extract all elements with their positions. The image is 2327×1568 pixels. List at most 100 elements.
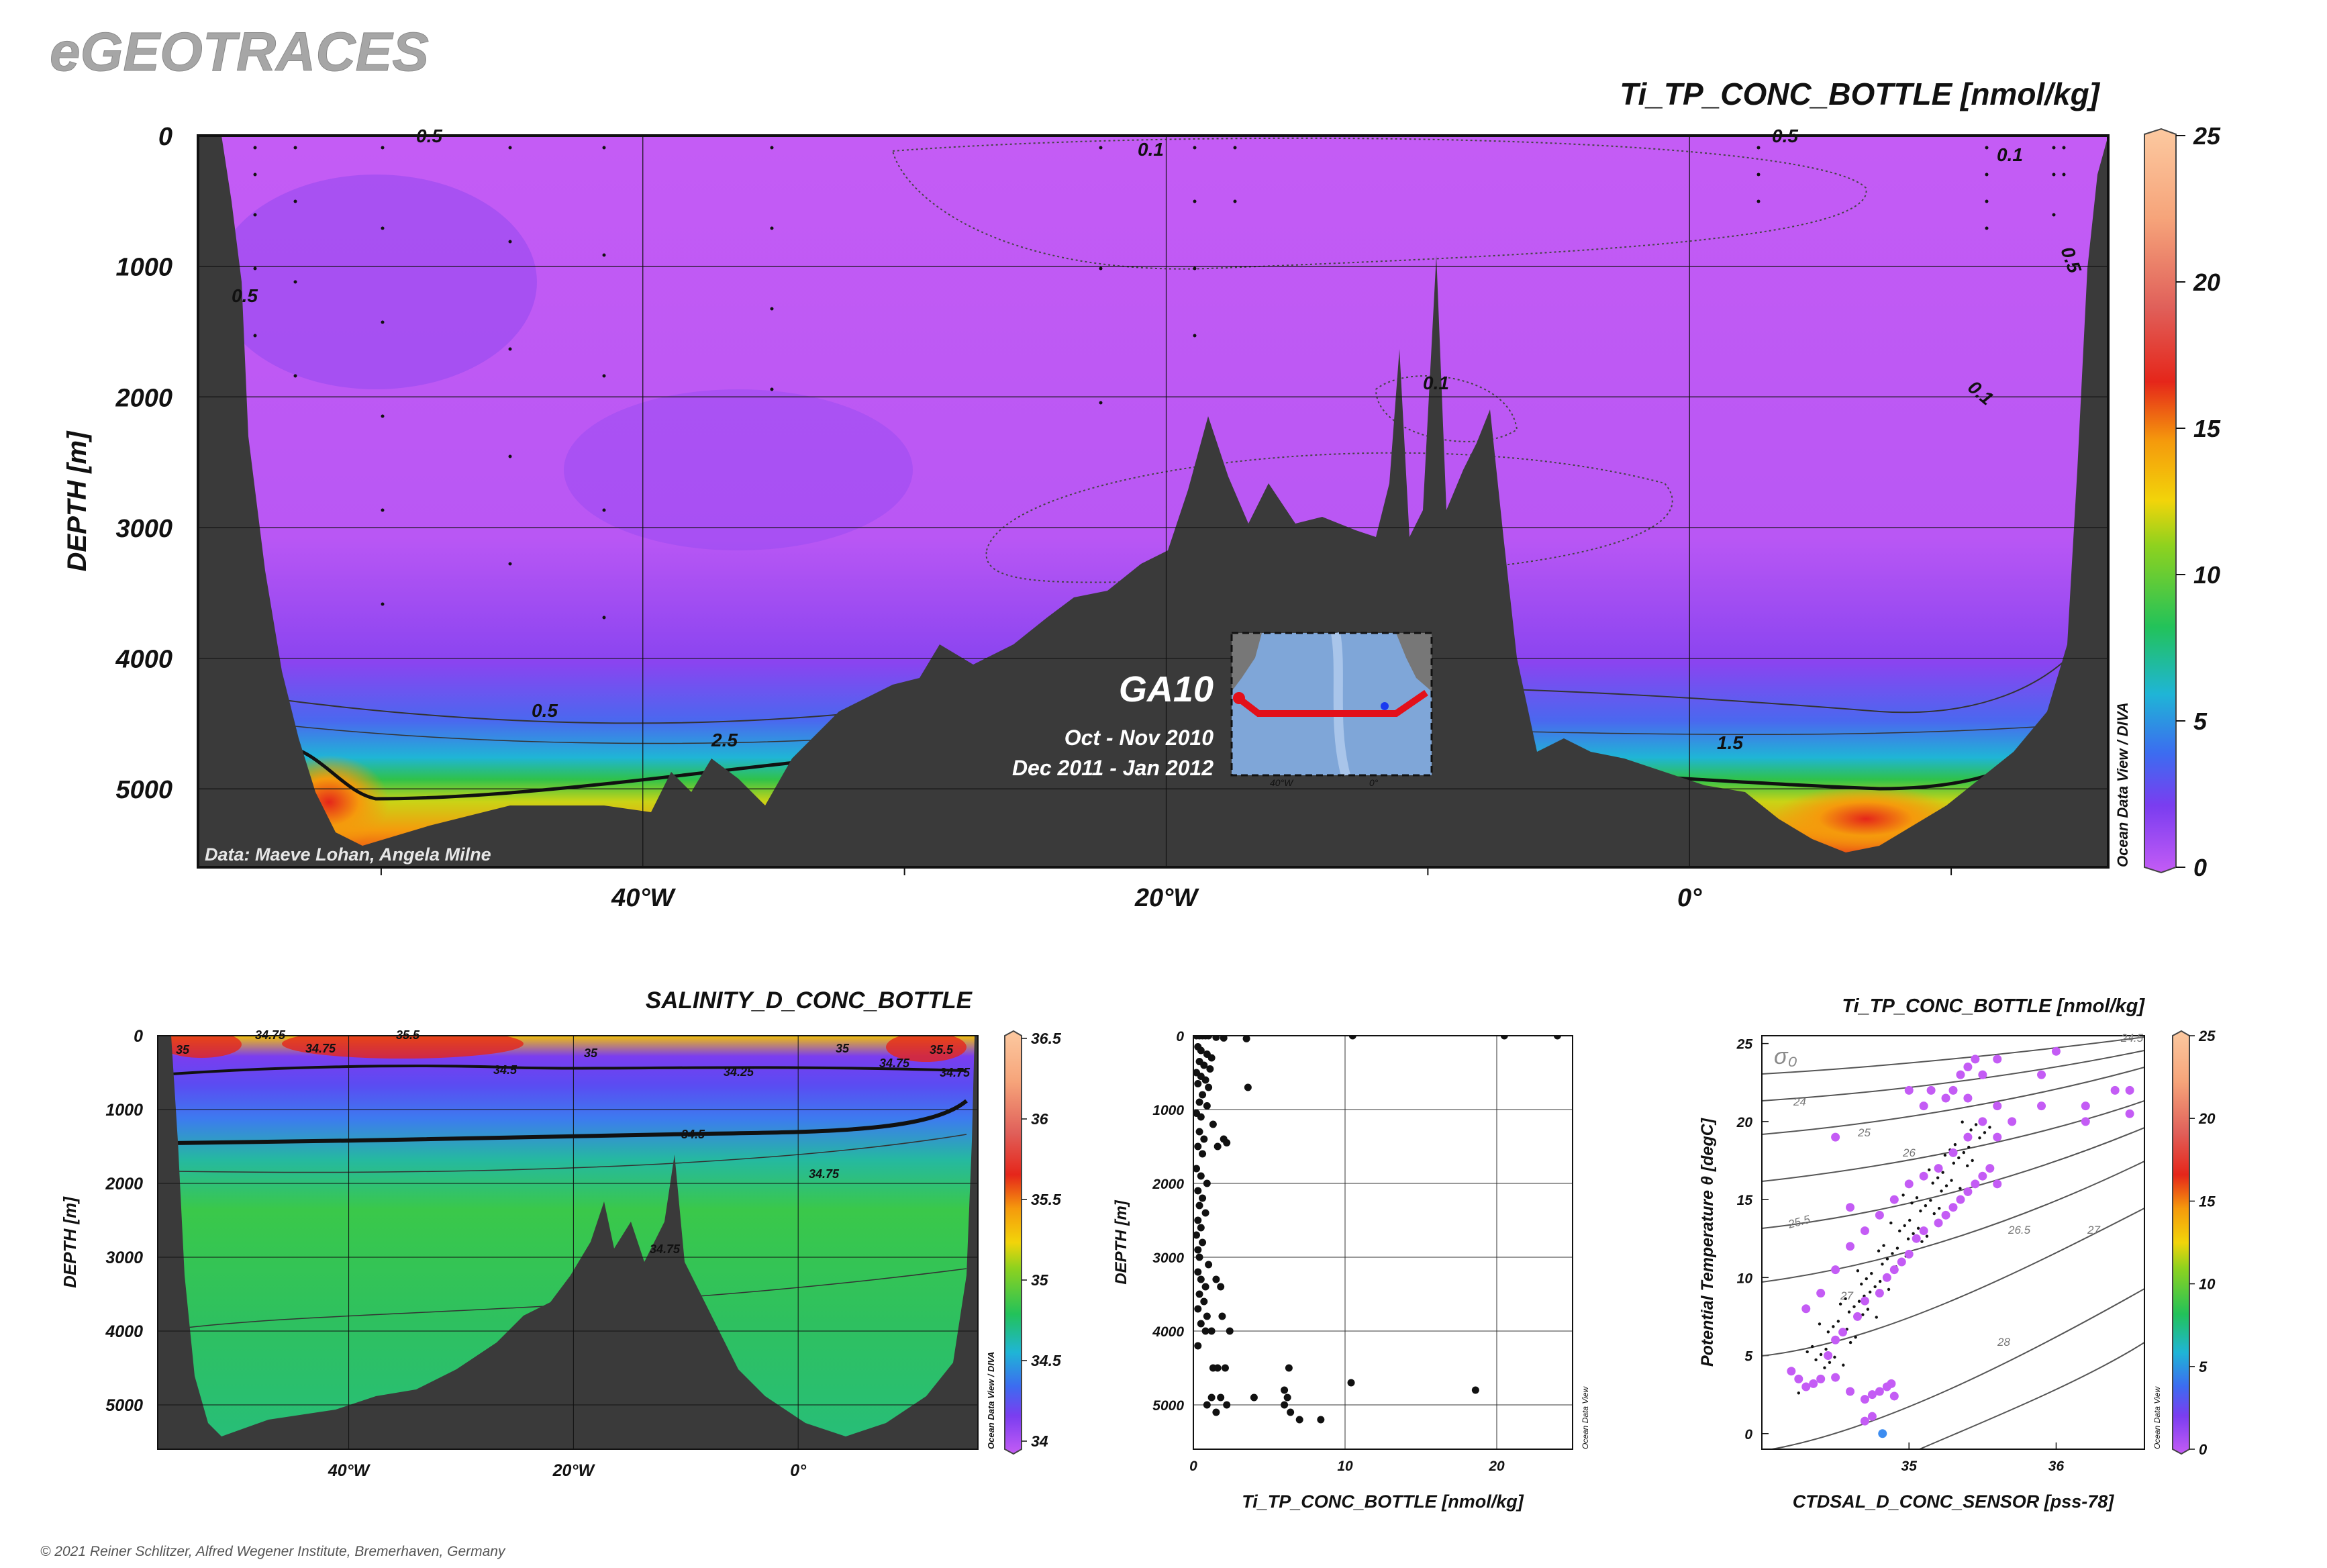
ts-background-point <box>1875 1316 1878 1319</box>
ts-point <box>1794 1374 1803 1383</box>
contour-label: 35 <box>584 1046 598 1060</box>
profile-point <box>1348 1036 1356 1040</box>
salinity-contour-35 <box>170 1065 967 1075</box>
main-colorbar <box>2144 128 2177 874</box>
salinity-contour-34.75 <box>174 1134 967 1173</box>
inset-lon-tick: 0° <box>1369 777 1379 788</box>
depth-tick-label: 2000 <box>1152 1177 1184 1192</box>
y-tick-label: 5 <box>1744 1349 1752 1365</box>
ts-background-point <box>1842 1363 1845 1367</box>
contour-label: 34.5 <box>681 1128 705 1141</box>
ts-point <box>1831 1265 1840 1275</box>
ts-background-point <box>1957 1156 1961 1160</box>
colorbar-tick-label: 35.5 <box>1031 1191 1062 1208</box>
ts-point <box>1831 1335 1840 1344</box>
ts-points <box>1787 1046 2134 1438</box>
ts-point <box>1963 1187 1973 1196</box>
profile-point <box>1197 1046 1205 1055</box>
colorbar-tick-label: 0 <box>2193 854 2207 881</box>
depth-tick-label: 0 <box>1176 1029 1184 1044</box>
ts-background-point <box>1814 1358 1818 1362</box>
depth-tick-label: 2000 <box>105 1175 143 1193</box>
sigma-label: 27 <box>1840 1289 1853 1302</box>
contour-label: 34.75 <box>879 1057 910 1070</box>
ts-point <box>1993 1179 2002 1189</box>
main-purple-patch <box>215 175 537 389</box>
ts-point <box>1919 1171 1928 1181</box>
ts-point <box>1867 1390 1877 1400</box>
x-tick-label: 0 <box>1189 1459 1197 1474</box>
contour-label: 0.5 <box>532 700 558 721</box>
salinity-colorbar-ticks: 34 34.5 35 35.5 36 36.5 <box>1022 1030 1062 1450</box>
sigma-label: 24.5 <box>2120 1032 2144 1044</box>
ts-point <box>1816 1289 1826 1298</box>
ts-point <box>1993 1055 2002 1064</box>
profile-point <box>1203 1102 1211 1110</box>
inset-lon-tick: 40°W <box>1270 777 1294 788</box>
profile-point <box>1244 1083 1252 1091</box>
ts-point <box>1926 1085 1936 1095</box>
ts-point <box>2110 1085 2120 1095</box>
profile-point <box>1209 1120 1217 1128</box>
inset-station <box>1381 702 1389 710</box>
inset-cruise-start <box>1233 692 1245 704</box>
salinity-title: SALINITY_D_CONC_BOTTLE <box>646 987 973 1014</box>
depth-tick-label: 5000 <box>1152 1398 1184 1414</box>
profile-x-ticks: 0 10 20 <box>1189 1459 1505 1474</box>
colorbar-tick-label: 20 <box>2198 1110 2216 1127</box>
ts-point <box>1846 1242 1855 1251</box>
sigma-label: 27 <box>2087 1224 2100 1236</box>
ts-point <box>1846 1203 1855 1212</box>
profile-point <box>1194 1142 1202 1150</box>
ts-background-point <box>1873 1285 1877 1289</box>
ts-point <box>1912 1234 1921 1243</box>
contour-label: 1.5 <box>1717 732 1743 753</box>
lon-tick-label: 20°W <box>552 1461 596 1480</box>
ts-background-point <box>1920 1240 1924 1243</box>
ts-background-point <box>1824 1347 1828 1351</box>
profile-point <box>1201 1327 1209 1335</box>
colorbar-tick-label: 5 <box>2193 707 2208 735</box>
ts-background-point <box>1810 1344 1814 1349</box>
depth-tick-label: 2000 <box>115 384 172 412</box>
depth-tick-label: 0 <box>158 123 172 151</box>
ts-point <box>1963 1093 1973 1103</box>
main-plot-area <box>198 136 2108 867</box>
profile-point <box>1193 1231 1201 1239</box>
salinity-hotspot <box>282 1036 524 1059</box>
colorbar-tick-label: 0 <box>2199 1441 2208 1458</box>
x-tick-label: 36 <box>2048 1459 2065 1474</box>
main-purple-patch <box>564 389 913 550</box>
profile-point <box>1197 1320 1205 1328</box>
ts-background-point <box>1885 1257 1889 1261</box>
ts-background-point <box>1912 1232 1915 1235</box>
profile-point <box>1500 1036 1508 1040</box>
lon-tick-label: 0° <box>1677 884 1702 912</box>
profile-point <box>1217 1393 1225 1402</box>
ts-background-point <box>1878 1279 1882 1283</box>
profile-point <box>1205 1036 1213 1040</box>
profile-xlabel: Ti_TP_CONC_BOTTLE [nmol/kg] <box>1242 1491 1524 1512</box>
depth-tick-label: 4000 <box>105 1322 143 1341</box>
ts-background-point <box>1805 1350 1809 1354</box>
ts-background-point <box>1967 1145 1971 1149</box>
profile-ylabel: DEPTH [m] <box>1112 1199 1130 1284</box>
contour-label: 0.5 <box>1772 126 1798 146</box>
ts-point <box>2037 1070 2046 1079</box>
sigma-label: 28 <box>1997 1336 2010 1349</box>
profile-point <box>1207 1327 1216 1335</box>
ts-background-point <box>1847 1310 1851 1314</box>
ts-point <box>1838 1328 1848 1337</box>
ts-point <box>1875 1289 1884 1298</box>
profile-point <box>1207 1054 1216 1062</box>
inset-map: 40°W 0° <box>1230 632 1433 788</box>
ts-background-point <box>1931 1181 1934 1185</box>
profile-point <box>1217 1283 1225 1291</box>
profile-point <box>1347 1379 1355 1387</box>
contour-label: 0.5 <box>232 285 258 306</box>
ts-point <box>1934 1218 1943 1228</box>
colorbar-tick-label: 34 <box>1031 1432 1048 1450</box>
ts-background-point <box>1943 1153 1947 1157</box>
ts-title: Ti_TP_CONC_BOTTLE [nmol/kg] <box>1842 995 2145 1017</box>
